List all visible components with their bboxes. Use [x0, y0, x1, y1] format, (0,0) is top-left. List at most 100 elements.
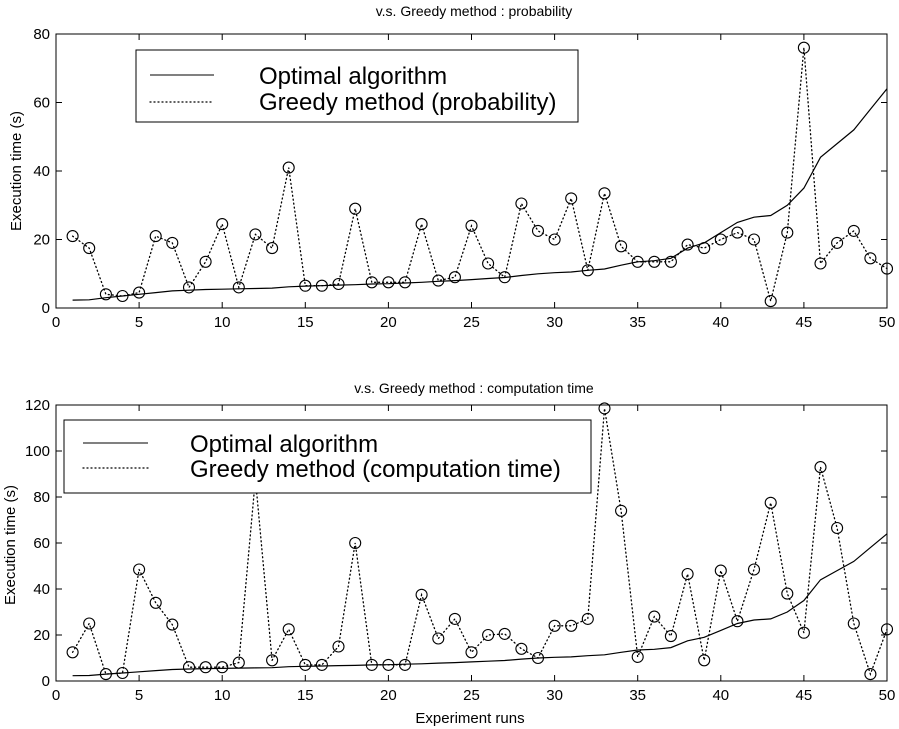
data-point-marker: [631, 650, 644, 663]
data-point-marker: [714, 564, 727, 577]
y-tick-label: 0: [42, 300, 50, 317]
data-point-marker: [83, 617, 96, 630]
data-point-marker: [166, 236, 179, 249]
data-point-marker: [814, 461, 827, 474]
data-point-marker: [133, 286, 146, 299]
x-axis-label: Experiment runs: [415, 710, 524, 727]
y-axis-label: Execution time (s): [2, 485, 19, 605]
x-tick-label: 25: [463, 314, 480, 331]
x-tick-label: 35: [629, 687, 646, 704]
data-point-marker: [797, 626, 810, 639]
data-point-marker: [432, 632, 445, 645]
data-point-marker: [349, 536, 362, 550]
legend-label-optimal-algorithm: Optimal algorithm: [190, 431, 378, 458]
data-point-marker: [149, 230, 162, 243]
data-point-marker: [182, 661, 196, 674]
data-point-marker: [698, 654, 711, 667]
data-point-marker: [548, 619, 561, 632]
x-tick-label: 20: [380, 314, 397, 331]
data-point-marker: [731, 226, 744, 239]
data-point-marker: [482, 257, 495, 270]
data-point-marker: [116, 666, 129, 680]
data-point-marker: [831, 236, 844, 249]
y-tick-label: 60: [33, 535, 50, 552]
data-point-marker: [282, 161, 295, 174]
series-line-optimal-algorithm: [72, 88, 888, 301]
data-point-marker: [781, 226, 794, 239]
data-point-marker: [581, 264, 594, 277]
x-tick-label: 50: [879, 314, 896, 331]
y-tick-label: 120: [25, 397, 50, 414]
data-point-marker: [83, 242, 96, 255]
data-point-marker: [615, 504, 628, 517]
y-tick-label: 80: [33, 26, 50, 43]
data-point-marker: [747, 563, 761, 576]
legend-label-optimal-algorithm: Optimal algorithm: [259, 63, 447, 90]
x-tick-label: 45: [796, 314, 813, 331]
data-point-marker: [99, 668, 112, 681]
legend: Optimal algorithm Greedy method (computa…: [63, 419, 592, 494]
y-tick-label: 20: [33, 232, 50, 249]
data-point-marker: [216, 661, 229, 674]
data-point-marker: [797, 41, 810, 54]
data-point-marker: [598, 187, 611, 200]
y-axis-label: Execution time (s): [8, 111, 25, 231]
data-point-marker: [299, 279, 312, 292]
x-tick-label: 25: [463, 687, 480, 704]
data-point-marker: [847, 224, 860, 237]
x-tick-label: 0: [52, 687, 60, 704]
data-point-marker: [448, 612, 461, 625]
x-tick-label: 15: [297, 687, 314, 704]
data-point-marker: [764, 295, 777, 308]
data-point-marker: [648, 610, 661, 623]
data-point-marker: [714, 233, 727, 246]
data-point-marker: [598, 402, 611, 415]
y-tick-label: 20: [33, 627, 50, 644]
data-point-marker: [116, 289, 129, 303]
data-point-marker: [382, 276, 395, 289]
data-point-marker: [515, 197, 528, 210]
data-point-marker: [365, 276, 378, 289]
data-point-marker: [681, 567, 694, 581]
data-point-marker: [99, 288, 112, 301]
x-tick-label: 45: [796, 687, 813, 704]
data-point-marker: [814, 257, 827, 270]
computation-time-panel: v.s. Greedy method : computation time Ex…: [2, 380, 895, 727]
data-point-marker: [332, 640, 345, 653]
y-tick-label: 100: [25, 443, 50, 460]
x-tick-label: 40: [712, 314, 729, 331]
data-point-marker: [465, 646, 478, 659]
data-point-marker: [415, 588, 428, 601]
x-tick-label: 40: [712, 687, 729, 704]
data-point-marker: [531, 224, 545, 237]
data-point-marker: [515, 642, 528, 655]
data-point-marker: [498, 627, 511, 640]
chart-title: v.s. Greedy method : computation time: [354, 380, 594, 396]
data-point-marker: [266, 242, 279, 255]
data-point-marker: [149, 596, 162, 609]
data-point-marker: [166, 618, 179, 631]
data-point-marker: [415, 218, 428, 231]
y-tick-label: 40: [33, 581, 50, 598]
data-point-marker: [349, 202, 362, 215]
x-tick-label: 20: [380, 687, 397, 704]
x-tick-label: 30: [546, 314, 563, 331]
x-tick-label: 5: [135, 314, 143, 331]
data-point-marker: [199, 255, 212, 268]
data-point-marker: [315, 279, 328, 292]
data-point-marker: [764, 496, 777, 509]
data-point-marker: [182, 281, 196, 294]
legend-box: [63, 419, 592, 494]
x-tick-label: 0: [52, 314, 60, 331]
data-point-marker: [482, 628, 495, 642]
data-point-marker: [864, 252, 877, 265]
data-point-marker: [581, 612, 594, 625]
data-point-marker: [681, 238, 694, 251]
data-point-marker: [864, 668, 877, 681]
data-point-marker: [531, 651, 545, 665]
data-point-marker: [631, 255, 644, 268]
data-point-marker: [216, 218, 229, 231]
legend-label-greedy-method: Greedy method (probability): [259, 89, 556, 116]
data-point-marker: [498, 271, 511, 284]
data-point-marker: [565, 192, 578, 205]
